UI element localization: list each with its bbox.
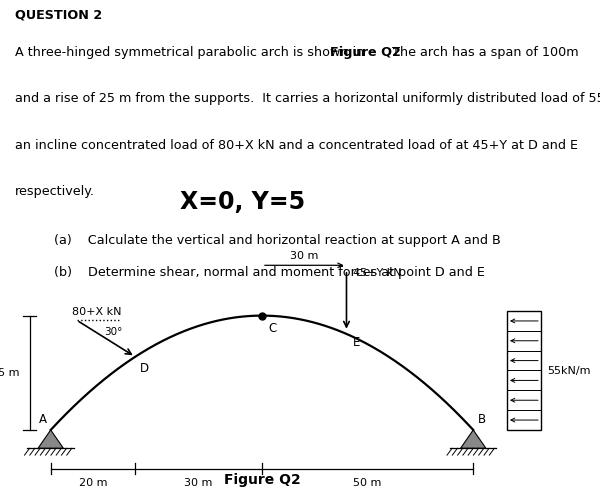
- Text: 55kN/m: 55kN/m: [547, 366, 590, 375]
- Text: X=0, Y=5: X=0, Y=5: [180, 190, 305, 214]
- Bar: [507, 311, 541, 430]
- Text: QUESTION 2: QUESTION 2: [15, 8, 102, 21]
- Text: A three-hinged symmetrical parabolic arch is shown in: A three-hinged symmetrical parabolic arc…: [15, 46, 368, 59]
- Text: 45+Y kN: 45+Y kN: [353, 268, 401, 278]
- Text: (b)    Determine shear, normal and moment forces at point D and E: (b) Determine shear, normal and moment f…: [54, 266, 485, 279]
- Text: Figure Q2: Figure Q2: [330, 46, 401, 59]
- Text: 50 m: 50 m: [353, 478, 382, 488]
- Text: B: B: [478, 413, 485, 426]
- Text: an incline concentrated load of 80+X kN and a concentrated load of at 45+Y at D : an incline concentrated load of 80+X kN …: [15, 139, 578, 152]
- Text: A: A: [38, 413, 46, 426]
- Text: D: D: [140, 362, 149, 375]
- Text: 20 m: 20 m: [79, 478, 107, 488]
- Text: Figure Q2: Figure Q2: [224, 473, 301, 487]
- Text: C: C: [268, 323, 277, 335]
- Polygon shape: [461, 430, 486, 448]
- Text: and a rise of 25 m from the supports.  It carries a horizontal uniformly distrib: and a rise of 25 m from the supports. It…: [15, 92, 600, 105]
- Text: 80+X kN: 80+X kN: [73, 306, 122, 317]
- Text: E: E: [353, 336, 360, 349]
- Text: 30 m: 30 m: [290, 251, 319, 261]
- Text: 25 m: 25 m: [0, 368, 19, 378]
- Polygon shape: [38, 430, 64, 448]
- Text: . The arch has a span of 100m: . The arch has a span of 100m: [384, 46, 578, 59]
- Text: respectively.: respectively.: [15, 185, 95, 198]
- Text: (a)    Calculate the vertical and horizontal reaction at support A and B: (a) Calculate the vertical and horizonta…: [54, 234, 501, 247]
- Text: 30°: 30°: [104, 327, 122, 337]
- Text: 30 m: 30 m: [184, 478, 213, 488]
